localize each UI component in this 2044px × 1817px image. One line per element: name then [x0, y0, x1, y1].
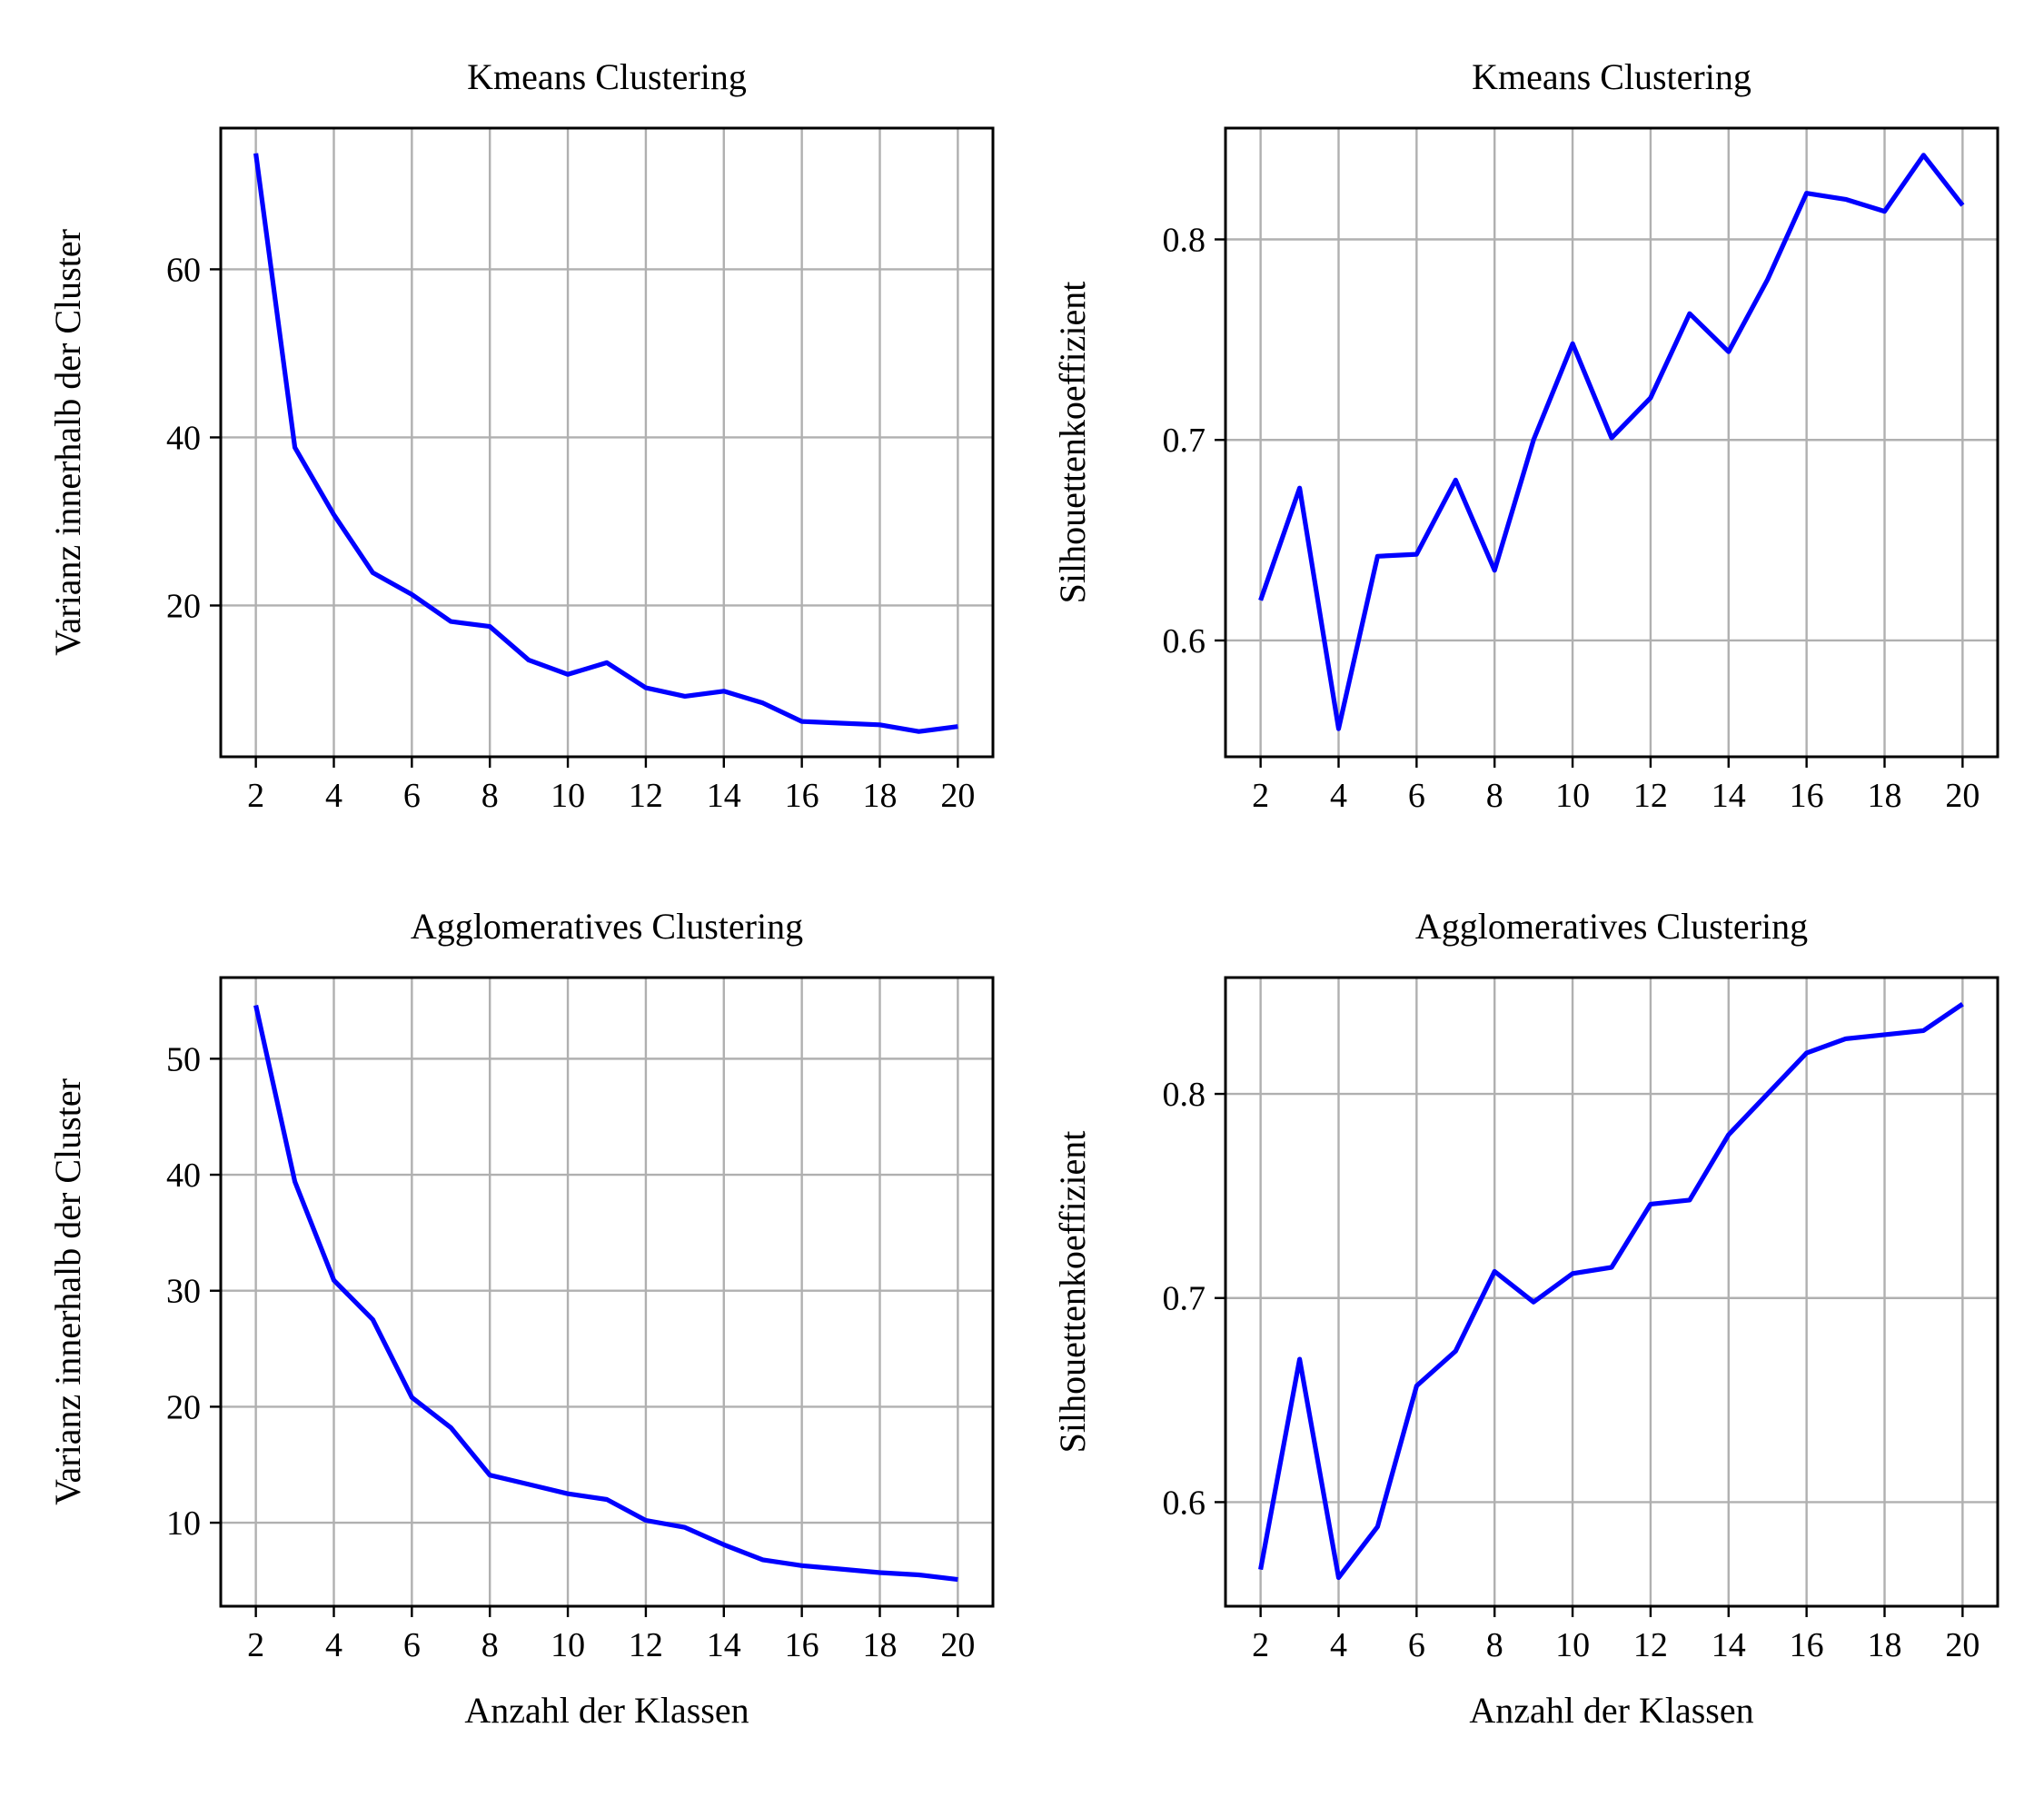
y-tick-label: 0.6 — [1163, 1484, 1206, 1522]
x-tick-label: 18 — [1868, 777, 1902, 815]
x-tick-label: 8 — [481, 1626, 499, 1664]
x-tick-label: 20 — [940, 1626, 975, 1664]
x-tick-label: 12 — [1633, 1626, 1668, 1664]
x-tick-label: 16 — [785, 777, 819, 815]
x-tick-label: 14 — [707, 777, 741, 815]
y-tick-label: 0.8 — [1163, 1076, 1206, 1114]
x-tick-label: 10 — [551, 777, 585, 815]
x-tick-label: 2 — [1252, 1626, 1269, 1664]
x-tick-label: 6 — [403, 777, 421, 815]
chart-title: Agglomeratives Clustering — [411, 906, 803, 947]
x-tick-label: 2 — [247, 1626, 264, 1664]
y-tick-label: 50 — [166, 1040, 201, 1078]
x-tick-label: 12 — [629, 1626, 663, 1664]
axes-frame — [219, 976, 995, 1608]
y-axis-label: Silhouettenkoeffizient — [1052, 282, 1093, 604]
x-axis-label: Anzahl der Klassen — [1469, 1690, 1753, 1731]
axes-frame — [1224, 126, 1999, 759]
series-line — [1258, 1002, 1964, 1581]
series-line — [1258, 153, 1965, 731]
y-axis-label: Varianz innerhalb der Cluster — [47, 229, 88, 656]
y-tick-label: 60 — [166, 251, 201, 289]
x-tick-label: 18 — [863, 1626, 898, 1664]
chart-title: Agglomeratives Clustering — [1415, 906, 1808, 947]
y-axis-label: Silhouettenkoeffizient — [1052, 1131, 1093, 1454]
x-tick-label: 2 — [1252, 777, 1269, 815]
y-tick-label: 0.7 — [1163, 422, 1206, 460]
kmeans-variance-panel: 2 4 6 8 10 12 14 16 18 20 20 40 60 Kmeans Clustering V… — [47, 56, 995, 815]
x-tick-label: 20 — [1945, 1626, 1980, 1664]
y-tick-label: 0.6 — [1163, 622, 1206, 660]
kmeans-silhouette-panel: 2 4 6 8 10 12 14 16 18 20 0.6 0.7 0.8 Kmeans Clusteri… — [1052, 56, 1999, 815]
x-tick-label: 10 — [1555, 777, 1590, 815]
x-tick-label: 10 — [551, 1626, 585, 1664]
agglomerative-silhouette-panel: 2 4 6 8 10 12 14 16 18 20 0.6 0.7 0.8 Agglomeratives … — [1052, 906, 1999, 1731]
x-tick-label: 16 — [1790, 1626, 1824, 1664]
x-tick-label: 10 — [1555, 1626, 1590, 1664]
x-tick-label: 8 — [1486, 1626, 1503, 1664]
x-tick-label: 14 — [1712, 777, 1746, 815]
axes-frame — [219, 126, 995, 759]
x-tick-label: 2 — [247, 777, 264, 815]
x-tick-label: 6 — [1408, 1626, 1425, 1664]
chart-title: Kmeans Clustering — [467, 56, 747, 97]
x-tick-label: 18 — [863, 777, 898, 815]
x-tick-label: 4 — [1330, 777, 1347, 815]
x-tick-label: 14 — [707, 1626, 741, 1664]
y-tick-label: 30 — [166, 1273, 201, 1311]
x-tick-label: 20 — [940, 777, 975, 815]
x-tick-label: 16 — [1790, 777, 1824, 815]
y-tick-label: 0.8 — [1163, 222, 1206, 260]
x-tick-label: 18 — [1868, 1626, 1902, 1664]
y-tick-label: 40 — [166, 419, 201, 457]
x-tick-label: 12 — [629, 777, 663, 815]
y-tick-label: 20 — [166, 587, 201, 625]
series-line — [253, 1005, 958, 1583]
y-axis-label: Varianz innerhalb der Cluster — [47, 1078, 88, 1505]
x-tick-label: 16 — [785, 1626, 819, 1664]
x-tick-label: 14 — [1712, 1626, 1746, 1664]
x-axis-label: Anzahl der Klassen — [464, 1690, 749, 1731]
x-tick-label: 6 — [403, 1626, 421, 1664]
axes-frame — [1224, 976, 1999, 1608]
x-tick-label: 20 — [1945, 777, 1980, 815]
x-tick-label: 4 — [1330, 1626, 1347, 1664]
series-line — [253, 153, 958, 734]
x-tick-label: 8 — [1486, 777, 1503, 815]
y-tick-label: 40 — [166, 1157, 201, 1195]
x-tick-label: 4 — [325, 777, 342, 815]
agglomerative-variance-panel: 2 4 6 8 10 12 14 16 18 20 10 20 30 40 50 Agglomeratives… — [47, 906, 995, 1731]
x-tick-label: 6 — [1408, 777, 1425, 815]
x-tick-label: 4 — [325, 1626, 342, 1664]
x-tick-label: 8 — [481, 777, 499, 815]
y-tick-label: 10 — [166, 1504, 201, 1543]
y-tick-label: 20 — [166, 1388, 201, 1426]
x-tick-label: 12 — [1633, 777, 1668, 815]
chart-title: Kmeans Clustering — [1472, 56, 1751, 97]
y-tick-label: 0.7 — [1163, 1280, 1206, 1318]
